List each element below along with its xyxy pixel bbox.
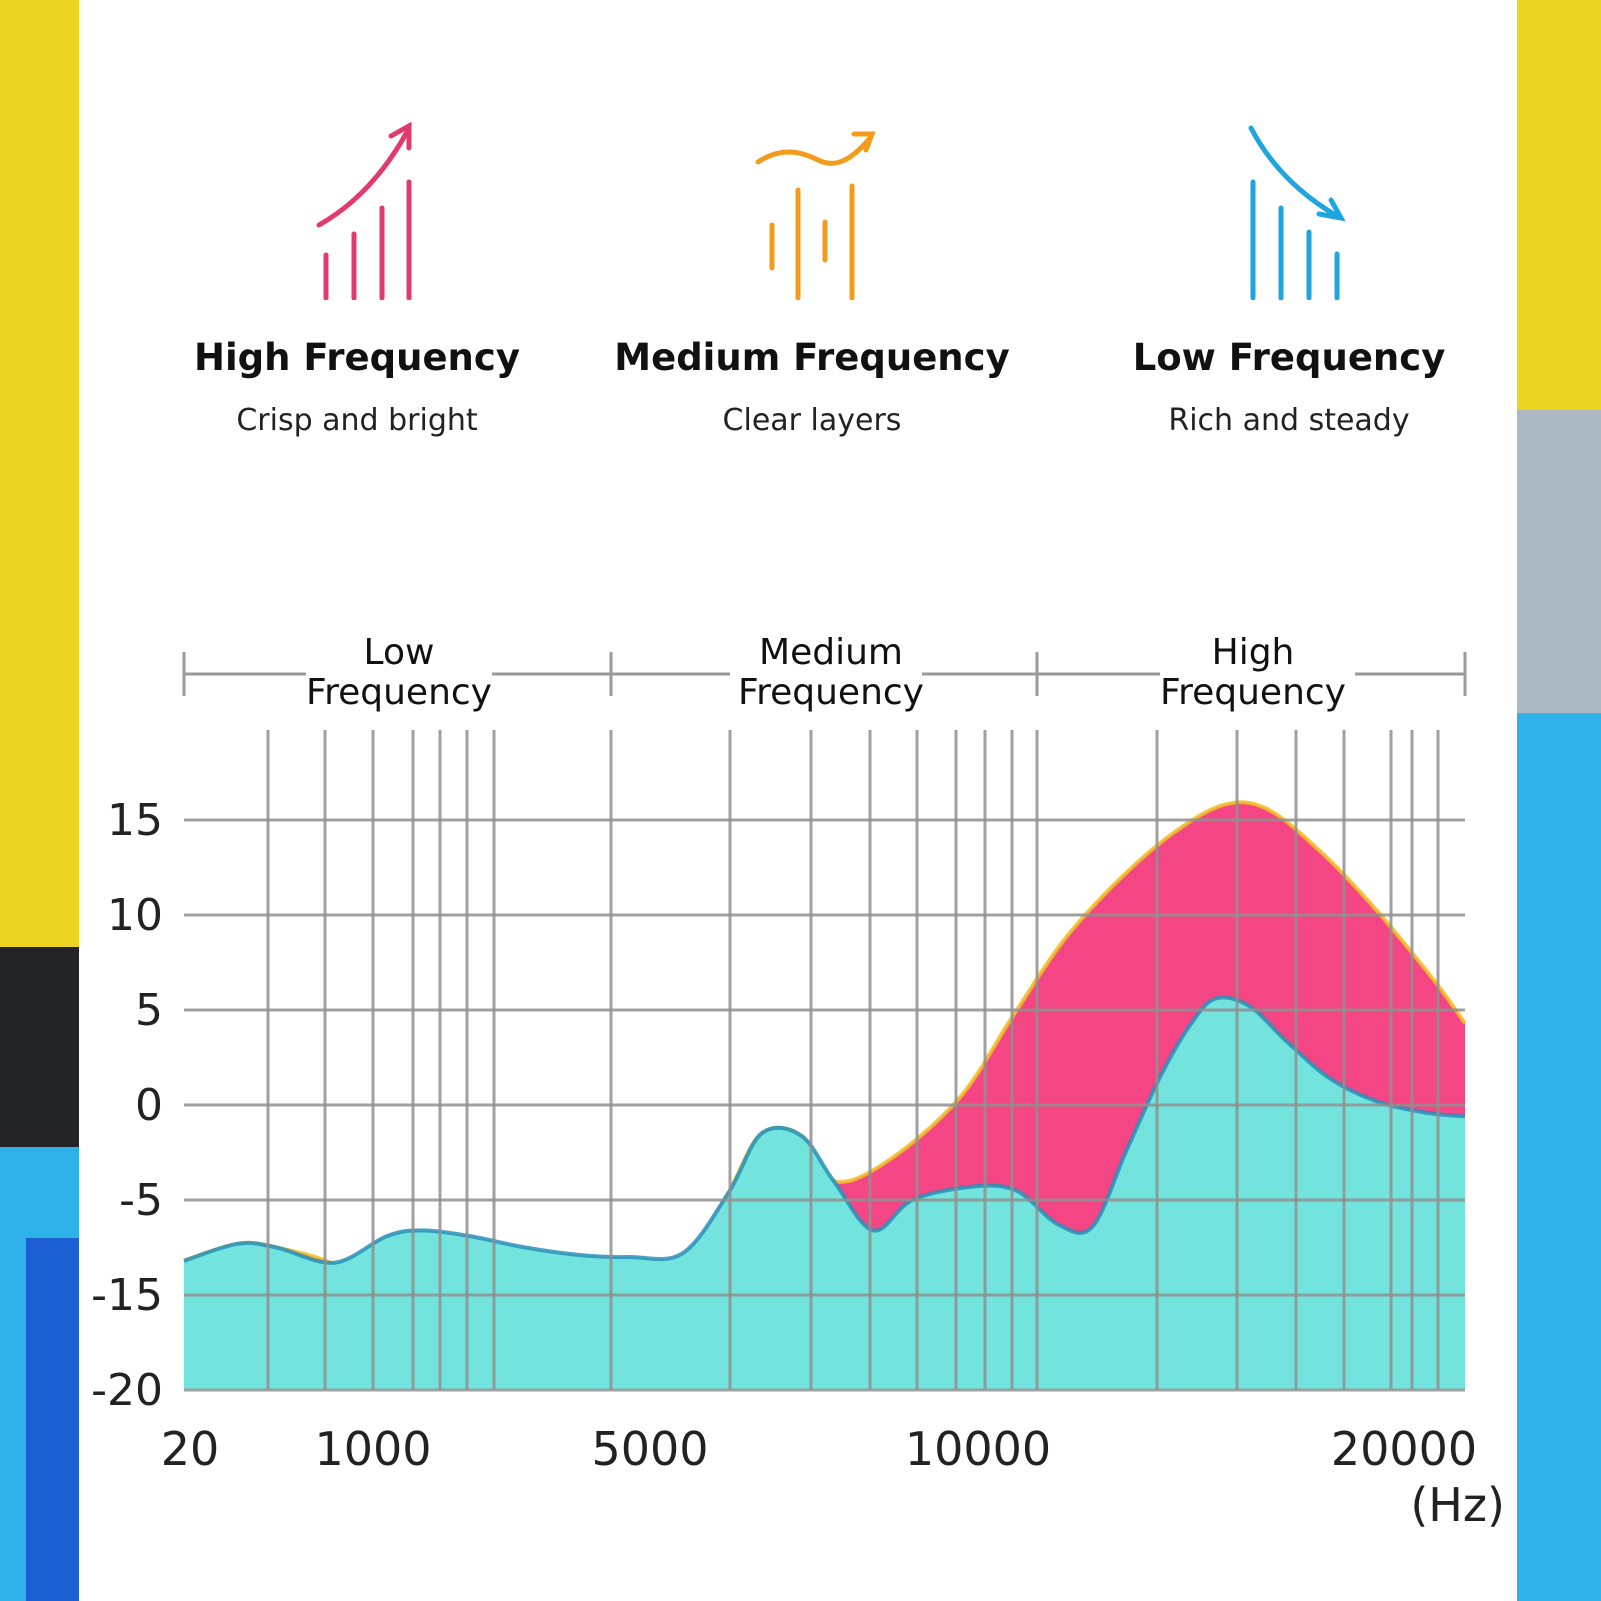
y-tick-label: 15 xyxy=(107,795,163,846)
chart-areas xyxy=(183,800,1467,1389)
x-tick-label: 10000 xyxy=(905,1422,1051,1476)
right-grey-band xyxy=(1517,410,1601,713)
right-yellow-band xyxy=(1517,0,1601,410)
feature-high-subtitle: Crisp and bright xyxy=(236,403,478,438)
x-tick-label: 20000 xyxy=(1331,1422,1477,1476)
x-tick-label: 5000 xyxy=(591,1422,708,1476)
chart-grid xyxy=(184,730,1465,1392)
band-label-line1: High xyxy=(1212,632,1295,673)
feature-medium-title: Medium Frequency xyxy=(614,336,1010,379)
feature-low-subtitle: Rich and steady xyxy=(1168,403,1410,438)
left-dark-band xyxy=(0,947,79,1147)
band-label-line1: Medium xyxy=(759,632,903,673)
x-tick-label: 1000 xyxy=(314,1422,431,1476)
feature-medium: Medium Frequency Clear layers xyxy=(612,110,1012,438)
band-label-line1: Low xyxy=(364,632,435,673)
rising-bars-icon xyxy=(316,121,412,300)
feature-medium-subtitle: Clear layers xyxy=(722,403,902,438)
y-tick-label: 10 xyxy=(107,890,163,941)
feature-high: High Frequency Crisp and bright xyxy=(157,110,557,438)
y-tick-label: -20 xyxy=(91,1365,163,1416)
band-label-line2: Frequency xyxy=(738,672,924,713)
left-blue-band xyxy=(26,1238,79,1601)
right-light-blue-band xyxy=(1517,713,1601,1601)
band-label-line2: Frequency xyxy=(1160,672,1346,713)
y-tick-label: 5 xyxy=(135,985,163,1036)
band-label-line2: Frequency xyxy=(306,672,492,713)
feature-high-title: High Frequency xyxy=(194,336,520,379)
falling-bars-icon xyxy=(1248,125,1346,300)
left-yellow-band xyxy=(0,0,79,947)
teal-area xyxy=(184,997,1465,1389)
feature-low: Low Frequency Rich and steady xyxy=(1089,110,1489,438)
feature-low-title: Low Frequency xyxy=(1132,336,1446,379)
y-axis: 15 10 5 0 -5 -15 -20 xyxy=(91,795,163,1416)
x-axis: 20 1000 5000 10000 20000(Hz) xyxy=(161,1422,1505,1532)
y-tick-label: -5 xyxy=(119,1175,163,1226)
x-unit-label: (Hz) xyxy=(1410,1478,1505,1532)
y-tick-label: 0 xyxy=(135,1080,163,1131)
x-tick-label: 20 xyxy=(161,1422,220,1476)
y-tick-label: -15 xyxy=(91,1270,163,1321)
band-brackets xyxy=(182,652,1467,696)
teal-area-outline xyxy=(183,995,1466,1265)
wave-bars-icon xyxy=(755,131,876,300)
